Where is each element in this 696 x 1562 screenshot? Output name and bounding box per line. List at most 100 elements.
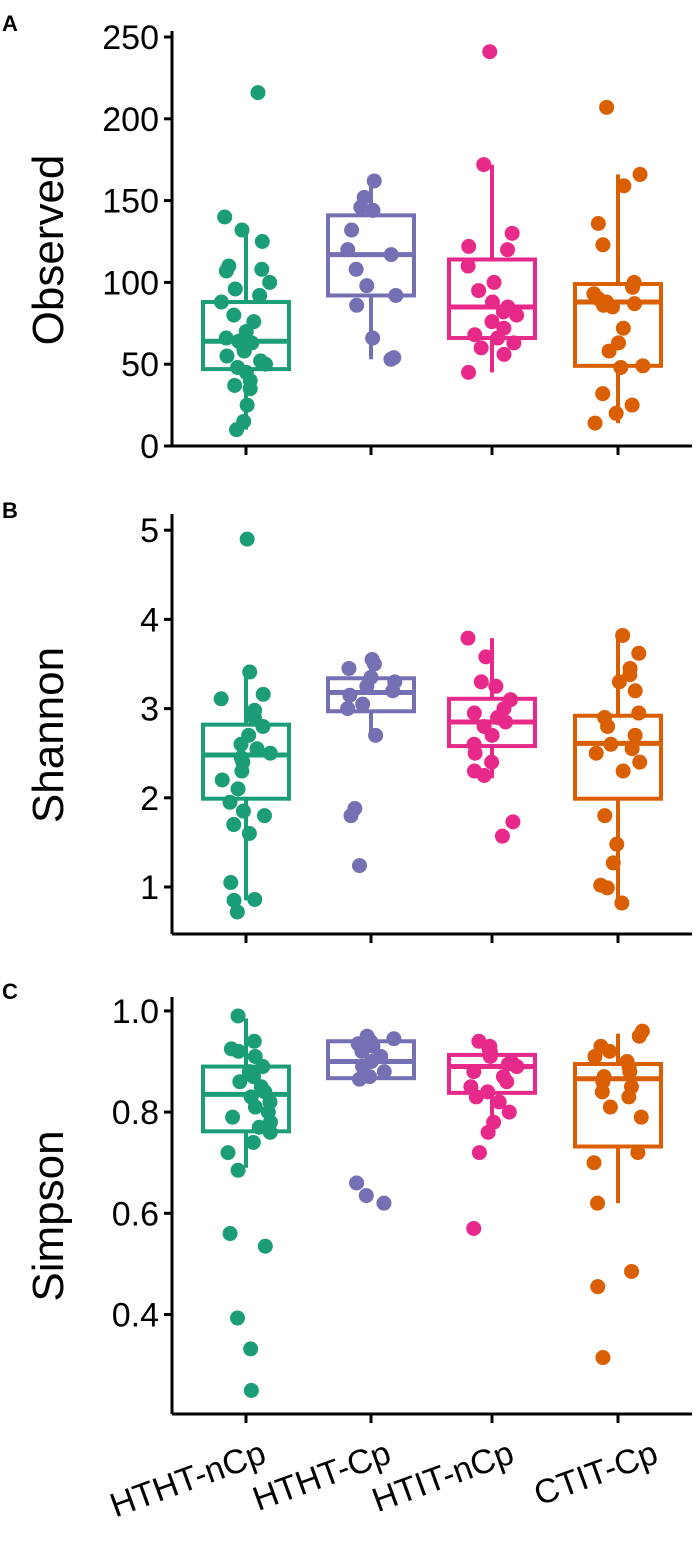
data-point xyxy=(242,664,258,680)
data-point xyxy=(480,1124,496,1140)
data-point xyxy=(498,714,514,730)
box-iqr xyxy=(573,1062,663,1149)
data-point xyxy=(229,904,245,920)
data-point xyxy=(231,1043,247,1059)
data-point xyxy=(239,531,255,547)
y-tick-label: 150 xyxy=(102,183,159,221)
data-point xyxy=(213,294,229,310)
data-point xyxy=(486,274,502,290)
data-point xyxy=(230,1008,246,1024)
data-point xyxy=(226,817,242,833)
data-point xyxy=(484,727,500,743)
data-point xyxy=(587,415,603,431)
data-point xyxy=(590,1195,606,1211)
data-point xyxy=(509,1059,525,1075)
data-point xyxy=(625,279,641,295)
ylabel-observed: Observed xyxy=(24,155,73,346)
data-point xyxy=(383,351,399,367)
data-point xyxy=(366,173,382,189)
data-point xyxy=(233,736,249,752)
x-category-label: HTHT-Cp xyxy=(248,1434,396,1519)
data-point xyxy=(627,296,643,312)
data-point xyxy=(595,386,611,402)
data-point xyxy=(359,278,375,294)
data-point xyxy=(608,405,624,421)
data-point xyxy=(230,1310,246,1326)
data-point xyxy=(615,627,631,643)
data-point xyxy=(501,1104,517,1120)
panel-simpson: 0.4 0.6 0.8 1.0 xyxy=(112,993,692,1423)
data-point xyxy=(230,781,246,797)
panel-observed: 0 50 100 150 200 250 xyxy=(102,19,692,466)
data-point xyxy=(605,855,621,871)
data-point xyxy=(603,736,619,752)
y-tick-label: 0 xyxy=(140,428,159,466)
data-point xyxy=(214,772,230,788)
data-point xyxy=(499,1074,515,1090)
data-point xyxy=(217,209,233,225)
data-point xyxy=(466,1064,482,1080)
data-point xyxy=(504,225,520,241)
data-point xyxy=(490,330,506,346)
y-tick-label: 200 xyxy=(102,101,159,139)
data-point xyxy=(245,1134,261,1150)
data-point xyxy=(478,649,494,665)
data-point xyxy=(627,683,643,699)
data-point xyxy=(343,808,359,824)
data-point xyxy=(624,741,640,757)
data-point xyxy=(595,237,611,253)
data-point xyxy=(630,1145,646,1161)
data-point xyxy=(509,307,525,323)
data-point xyxy=(236,343,252,359)
data-point xyxy=(615,763,631,779)
data-point xyxy=(506,335,522,351)
data-point xyxy=(234,222,250,238)
data-point xyxy=(262,1124,278,1140)
data-point xyxy=(466,705,482,721)
data-point xyxy=(588,745,604,761)
data-point xyxy=(383,247,399,263)
data-point xyxy=(467,745,483,761)
y-tick-label: 3 xyxy=(140,691,159,729)
data-point xyxy=(496,346,512,362)
data-point xyxy=(482,1048,498,1064)
data-point xyxy=(232,1074,248,1090)
data-point xyxy=(611,674,627,690)
data-point xyxy=(340,242,356,258)
data-point xyxy=(213,691,229,707)
data-point xyxy=(460,258,476,274)
data-point xyxy=(226,307,242,323)
data-point xyxy=(601,343,617,359)
data-point xyxy=(246,1033,262,1049)
data-point xyxy=(226,892,242,908)
data-point xyxy=(595,1350,611,1366)
y-tick-label: 0.4 xyxy=(112,1297,159,1335)
y-tick-label: 0.6 xyxy=(112,1195,159,1233)
data-point xyxy=(227,377,243,393)
data-point xyxy=(586,1155,602,1171)
y-tick-label: 4 xyxy=(140,601,159,639)
data-point xyxy=(633,1109,649,1125)
data-point xyxy=(484,294,500,310)
data-point xyxy=(388,287,404,303)
data-point xyxy=(235,803,251,819)
data-point xyxy=(600,718,616,734)
y-tick-label: 250 xyxy=(102,19,159,57)
data-point xyxy=(341,660,357,676)
data-point xyxy=(467,327,483,343)
data-point xyxy=(473,674,489,690)
data-point xyxy=(605,299,621,315)
data-point xyxy=(255,686,271,702)
data-point xyxy=(632,754,648,770)
data-point xyxy=(505,814,521,830)
data-point xyxy=(254,234,270,249)
data-point xyxy=(476,768,492,783)
x-category-label: HTHT-nCp xyxy=(105,1434,271,1525)
data-point xyxy=(500,242,516,258)
data-point xyxy=(615,320,631,336)
data-point xyxy=(368,727,384,743)
data-point xyxy=(365,330,381,346)
data-point xyxy=(342,687,358,703)
data-point xyxy=(365,202,381,218)
data-point xyxy=(218,330,234,346)
